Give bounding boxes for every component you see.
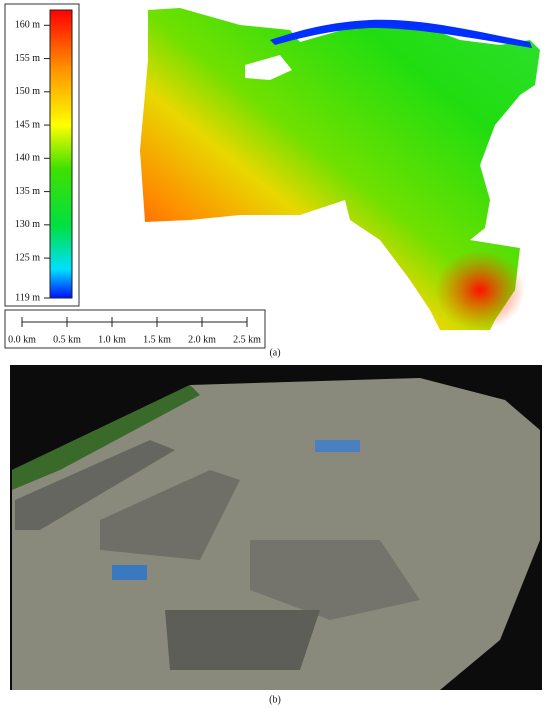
colorbar-label: 125 m	[15, 252, 41, 263]
photo-roof	[112, 565, 147, 580]
photo-building	[100, 470, 240, 560]
colorbar-label: 130 m	[15, 219, 41, 230]
map-void	[245, 55, 292, 80]
scale-bar-frame	[4, 309, 266, 349]
colorbar-label: 135 m	[15, 186, 41, 197]
scale-bar-label: 0.0 km	[8, 334, 36, 345]
scale-bar-label: 1.0 km	[98, 334, 126, 345]
caption: (b)	[269, 694, 281, 705]
colorbar-label: 145 m	[15, 119, 41, 130]
photo-trees	[12, 385, 200, 490]
colorbar-label: 140 m	[15, 153, 41, 164]
scale-bar-label: 0.5 km	[53, 334, 81, 345]
map-high-area	[435, 250, 525, 330]
river	[270, 19, 532, 48]
scale-bar-label: 1.5 km	[143, 334, 171, 345]
photo-roof	[315, 440, 360, 452]
photo-building	[15, 440, 175, 530]
colorbar	[49, 9, 73, 299]
colorbar-label: 160 m	[15, 20, 41, 31]
photo-building	[250, 540, 420, 620]
caption: (a)	[269, 347, 280, 358]
scale-bar-label: 2.0 km	[188, 334, 216, 345]
photo-building	[165, 610, 320, 670]
colorbar-label: 150 m	[15, 86, 41, 97]
colorbar-label: 155 m	[15, 53, 41, 64]
elevation-map	[140, 8, 540, 330]
colorbar-label: 119 m	[15, 292, 40, 303]
scale-bar-label: 2.5 km	[233, 334, 261, 345]
